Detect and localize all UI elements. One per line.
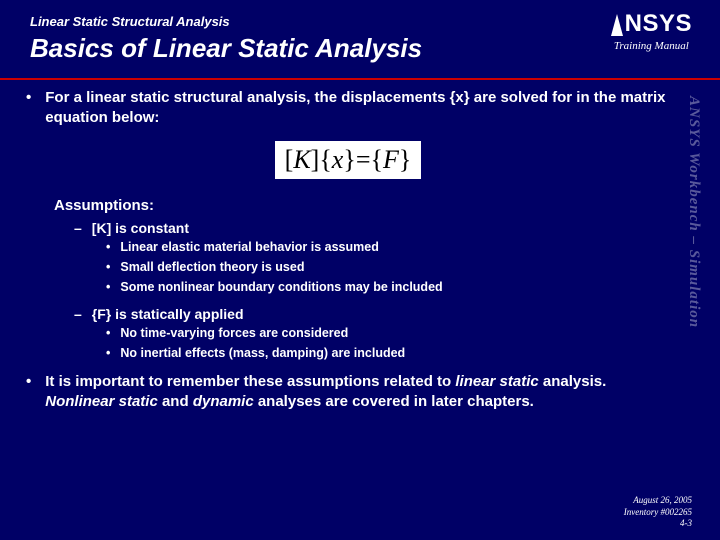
footer-inventory: Inventory #002265 — [624, 507, 692, 519]
side-watermark: ANSYS Workbench – Simulation — [685, 96, 702, 328]
slide-content: • For a linear static structural analysi… — [26, 88, 670, 417]
f-point: • No time-varying forces are considered — [106, 326, 670, 340]
assumption-f-text: {F} is statically applied — [92, 306, 244, 322]
k-point-text: Some nonlinear boundary conditions may b… — [120, 280, 442, 294]
bullet-dot-icon: • — [26, 372, 31, 411]
bullet-dot-icon: • — [106, 346, 110, 360]
training-manual-label: Training Manual — [611, 40, 692, 52]
page-title: Basics of Linear Static Analysis — [30, 33, 690, 64]
intro-text: For a linear static structural analysis,… — [45, 88, 670, 127]
ansys-logo: NSYS — [611, 10, 692, 38]
dash-icon: – — [74, 220, 82, 236]
bullet-dot-icon: • — [106, 260, 110, 274]
logo-wedge-icon — [611, 14, 623, 36]
dash-icon: – — [74, 306, 82, 322]
f-point-text: No inertial effects (mass, damping) are … — [120, 346, 405, 360]
bullet-dot-icon: • — [26, 88, 31, 127]
k-point-text: Small deflection theory is used — [120, 260, 304, 274]
intro-bullet: • For a linear static structural analysi… — [26, 88, 670, 127]
assumption-f: – {F} is statically applied — [74, 306, 670, 322]
bullet-dot-icon: • — [106, 326, 110, 340]
footer-date: August 26, 2005 — [624, 495, 692, 507]
k-point-text: Linear elastic material behavior is assu… — [120, 240, 378, 254]
bullet-dot-icon: • — [106, 280, 110, 294]
closing-bullet: • It is important to remember these assu… — [26, 372, 670, 411]
header-divider — [0, 78, 720, 80]
assumption-k-text: [K] is constant — [92, 220, 189, 236]
footer-page: 4-3 — [624, 518, 692, 530]
breadcrumb: Linear Static Structural Analysis — [30, 14, 690, 29]
assumption-k: – [K] is constant — [74, 220, 670, 236]
k-point: • Linear elastic material behavior is as… — [106, 240, 670, 254]
bullet-dot-icon: • — [106, 240, 110, 254]
assumptions-heading: Assumptions: — [54, 197, 670, 214]
k-point: • Small deflection theory is used — [106, 260, 670, 274]
k-point: • Some nonlinear boundary conditions may… — [106, 280, 670, 294]
closing-text: It is important to remember these assump… — [45, 372, 670, 411]
f-point-text: No time-varying forces are considered — [120, 326, 348, 340]
slide-footer: August 26, 2005 Inventory #002265 4-3 — [624, 495, 692, 530]
matrix-equation: [K]{x}={F} — [275, 141, 422, 179]
logo-text: NSYS — [625, 10, 692, 38]
logo-block: NSYS Training Manual — [611, 10, 692, 52]
equation-row: [K]{x}={F} — [26, 141, 670, 179]
f-point: • No inertial effects (mass, damping) ar… — [106, 346, 670, 360]
